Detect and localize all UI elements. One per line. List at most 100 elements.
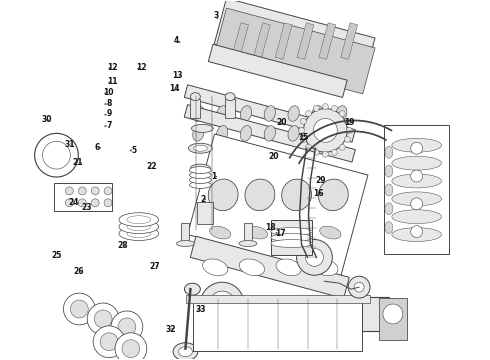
Ellipse shape: [202, 259, 228, 276]
Ellipse shape: [264, 126, 275, 141]
Circle shape: [118, 318, 136, 336]
Ellipse shape: [91, 187, 99, 195]
Text: 20: 20: [268, 152, 278, 161]
Bar: [194, 297, 362, 351]
Bar: [214, 0, 375, 84]
Ellipse shape: [217, 106, 228, 121]
Text: 14: 14: [169, 84, 180, 93]
Circle shape: [339, 144, 345, 150]
Circle shape: [332, 105, 338, 111]
Ellipse shape: [65, 199, 74, 207]
Ellipse shape: [104, 187, 112, 195]
Ellipse shape: [119, 213, 159, 227]
Text: 7: 7: [106, 121, 112, 130]
Bar: [242, 298, 270, 340]
Text: 10: 10: [103, 88, 114, 97]
Text: 26: 26: [74, 267, 84, 276]
Bar: [190, 236, 349, 298]
Ellipse shape: [392, 174, 441, 188]
Bar: [379, 298, 407, 340]
Ellipse shape: [392, 192, 441, 206]
Bar: [341, 23, 358, 59]
Ellipse shape: [246, 226, 268, 239]
Circle shape: [339, 111, 345, 117]
Bar: [385, 125, 449, 255]
Ellipse shape: [190, 181, 211, 188]
Circle shape: [313, 149, 319, 156]
Ellipse shape: [239, 259, 265, 276]
Ellipse shape: [119, 227, 159, 240]
Bar: [319, 23, 336, 59]
Circle shape: [344, 118, 350, 124]
Text: 30: 30: [41, 116, 52, 125]
Bar: [184, 105, 355, 162]
Circle shape: [322, 151, 328, 157]
Text: 19: 19: [344, 118, 355, 127]
Circle shape: [337, 304, 357, 324]
Ellipse shape: [271, 234, 313, 242]
Text: 13: 13: [172, 71, 182, 80]
Ellipse shape: [208, 179, 238, 211]
Circle shape: [300, 118, 306, 124]
Ellipse shape: [192, 125, 213, 132]
Circle shape: [306, 144, 312, 150]
Text: 21: 21: [72, 158, 82, 167]
Ellipse shape: [190, 172, 211, 179]
Bar: [197, 202, 213, 224]
Text: 25: 25: [51, 251, 62, 260]
Ellipse shape: [127, 230, 151, 238]
Ellipse shape: [245, 179, 275, 211]
Ellipse shape: [385, 146, 393, 158]
Text: 22: 22: [147, 162, 157, 171]
Text: 12: 12: [107, 63, 118, 72]
Ellipse shape: [240, 106, 252, 121]
Circle shape: [87, 303, 119, 335]
Circle shape: [303, 109, 347, 152]
Ellipse shape: [312, 126, 323, 141]
Bar: [214, 8, 375, 94]
Bar: [54, 183, 112, 211]
Ellipse shape: [210, 226, 231, 239]
Circle shape: [35, 133, 78, 177]
Circle shape: [411, 198, 422, 210]
Circle shape: [411, 170, 422, 182]
Circle shape: [292, 304, 312, 324]
Ellipse shape: [127, 216, 151, 224]
Ellipse shape: [91, 199, 99, 207]
Circle shape: [246, 304, 266, 324]
Ellipse shape: [239, 240, 257, 247]
Text: 31: 31: [65, 140, 75, 149]
Ellipse shape: [184, 283, 200, 295]
Ellipse shape: [392, 156, 441, 170]
Ellipse shape: [318, 179, 348, 211]
Circle shape: [93, 326, 125, 357]
Circle shape: [209, 291, 235, 317]
Text: 18: 18: [265, 222, 275, 231]
Circle shape: [332, 149, 338, 156]
Text: 8: 8: [106, 99, 112, 108]
Ellipse shape: [65, 187, 74, 195]
Text: 16: 16: [313, 189, 323, 198]
Ellipse shape: [288, 106, 299, 121]
Ellipse shape: [173, 343, 198, 360]
Ellipse shape: [271, 239, 313, 247]
Ellipse shape: [127, 223, 151, 231]
Circle shape: [348, 276, 370, 298]
Circle shape: [411, 142, 422, 154]
Bar: [200, 297, 389, 331]
Ellipse shape: [190, 176, 211, 184]
Circle shape: [111, 311, 143, 343]
Bar: [225, 99, 235, 118]
Ellipse shape: [78, 187, 86, 195]
Circle shape: [122, 340, 140, 357]
Text: 23: 23: [82, 203, 92, 212]
Bar: [271, 220, 313, 255]
Text: 20: 20: [276, 118, 287, 127]
Bar: [232, 23, 248, 59]
Ellipse shape: [319, 226, 341, 239]
Text: 4: 4: [173, 36, 178, 45]
Circle shape: [200, 304, 220, 324]
Ellipse shape: [194, 145, 207, 151]
Text: 33: 33: [196, 305, 206, 314]
Text: 24: 24: [69, 198, 79, 207]
